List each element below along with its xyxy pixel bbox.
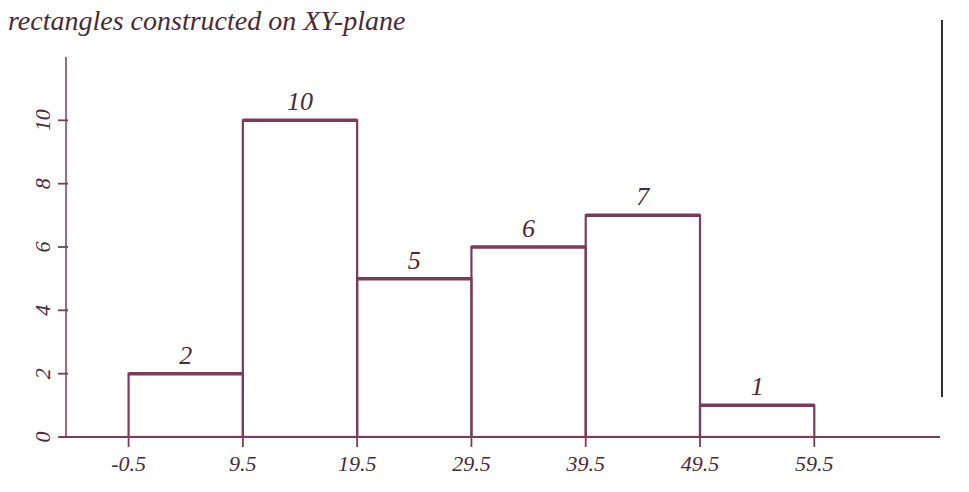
x-tick — [356, 437, 358, 447]
bar — [471, 247, 585, 437]
bar-top — [243, 119, 357, 123]
chart-title: rectangles constructed on XY-plane — [8, 5, 405, 36]
y-tick — [58, 183, 68, 185]
x-tick — [128, 437, 130, 447]
data-label: 10 — [287, 87, 313, 116]
x-axis — [60, 436, 940, 438]
x-tick — [242, 437, 244, 447]
y-tick-label: 4 — [30, 305, 55, 316]
y-tick — [58, 119, 68, 121]
bar — [129, 374, 243, 437]
y-tick-label: 0 — [30, 432, 55, 443]
x-tick-label: -0.5 — [111, 451, 146, 476]
y-tick — [58, 436, 68, 438]
x-tick-label: 9.5 — [229, 451, 257, 476]
bars — [129, 120, 815, 437]
bar-top — [586, 214, 700, 218]
data-label: 5 — [408, 246, 421, 275]
data-label: 6 — [522, 214, 535, 243]
page-border — [941, 20, 943, 397]
y-tick-label: 6 — [30, 242, 55, 253]
x-tick-label: 59.5 — [795, 451, 834, 476]
data-label: 1 — [751, 372, 764, 401]
x-tick-label: 39.5 — [565, 451, 605, 476]
x-tick — [699, 437, 701, 447]
x-tick-label: 29.5 — [452, 451, 491, 476]
data-label: 2 — [179, 341, 192, 370]
bar — [700, 405, 814, 437]
bar — [586, 215, 700, 437]
y-tick-label: 2 — [30, 368, 55, 379]
bar-top — [471, 245, 585, 249]
bar — [357, 279, 471, 437]
y-tick — [58, 373, 68, 375]
x-tick — [585, 437, 587, 447]
bar-top — [129, 372, 243, 376]
y-tick — [58, 246, 68, 248]
x-tick — [471, 437, 473, 447]
bar-top — [700, 404, 814, 408]
x-tick-label: 49.5 — [681, 451, 720, 476]
bar-top — [357, 277, 471, 281]
x-tick-label: 19.5 — [338, 451, 377, 476]
x-tick — [813, 437, 815, 447]
y-tick-label: 8 — [30, 178, 55, 189]
chart: rectangles constructed on XY-plane210567… — [0, 0, 969, 492]
data-label: 7 — [636, 182, 650, 211]
bar — [243, 120, 357, 437]
y-tick — [58, 309, 68, 311]
y-tick-label: 10 — [30, 109, 55, 131]
